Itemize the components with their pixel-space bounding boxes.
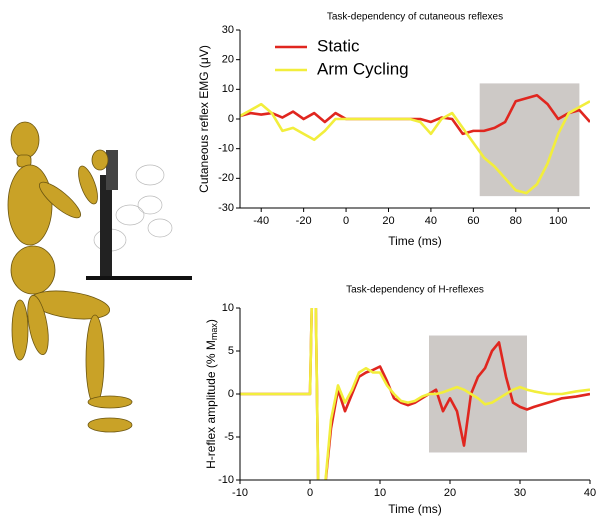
x-tick-label: 10	[374, 487, 386, 499]
x-tick-label: -40	[253, 215, 269, 227]
highlight-region	[429, 336, 527, 453]
y-tick-label: 0	[228, 388, 234, 400]
y-tick-label: 30	[222, 24, 234, 36]
legend-label: Static	[317, 36, 360, 55]
y-axis-label: H-reflex amplitude (% Mmax)	[204, 319, 219, 469]
highlight-region	[480, 83, 580, 196]
mannequin-illustration	[8, 122, 192, 432]
figure: Task-dependency of cutaneous reflexes -30…	[0, 0, 597, 521]
y-tick-label: 10	[222, 302, 234, 314]
x-tick-label: 80	[510, 215, 522, 227]
plot-area	[240, 291, 590, 497]
y-tick-label: 10	[222, 83, 234, 95]
series-line	[240, 291, 590, 497]
x-tick-label: 40	[584, 487, 596, 499]
y-axis-label: Cutaneous reflex EMG (μV)	[197, 45, 211, 193]
y-tick-label: 5	[228, 345, 234, 357]
x-tick-label: 40	[425, 215, 437, 227]
y-tick-label: -10	[218, 143, 234, 155]
x-tick-label: 0	[343, 215, 349, 227]
x-tick-label: -20	[296, 215, 312, 227]
chart-title: Task-dependency of cutaneous reflexes	[327, 12, 503, 23]
y-axis-label-sub: max	[209, 323, 219, 341]
y-tick-label: -30	[218, 202, 234, 214]
x-tick-label: 100	[549, 215, 567, 227]
chart-title: Task-dependency of H-reflexes	[346, 285, 484, 296]
x-axis-label: Time (ms)	[388, 502, 442, 516]
x-axis-label: Time (ms)	[388, 234, 442, 248]
x-tick-label: 20	[382, 215, 394, 227]
y-axis-label-main: H-reflex amplitude (% M	[204, 340, 218, 469]
y-axis-label-end: )	[204, 319, 218, 323]
y-axis-label-main: Cutaneous reflex EMG (μV)	[197, 45, 211, 193]
x-tick-label: 0	[307, 487, 313, 499]
x-tick-label: 60	[467, 215, 479, 227]
y-tick-label: -5	[224, 431, 234, 443]
x-tick-label: -10	[232, 487, 248, 499]
x-tick-label: 20	[444, 487, 456, 499]
y-tick-label: -20	[218, 172, 234, 184]
y-tick-label: -10	[218, 474, 234, 486]
x-tick-label: 30	[514, 487, 526, 499]
y-tick-label: 0	[228, 113, 234, 125]
y-tick-label: 20	[222, 54, 234, 66]
legend-label: Arm Cycling	[317, 59, 409, 78]
